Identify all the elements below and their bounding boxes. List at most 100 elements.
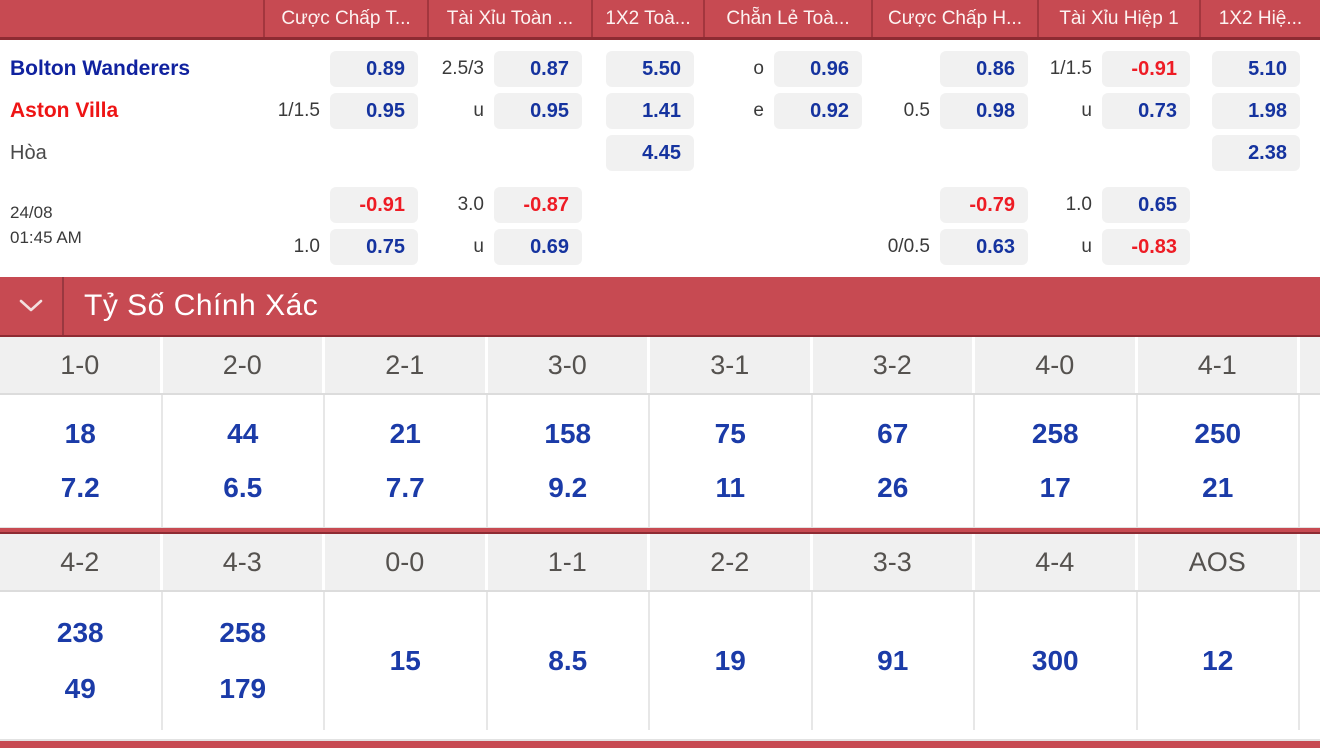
- score-odds-value[interactable]: 44: [227, 417, 259, 449]
- odds-cell: 2.5/3 0.87: [427, 50, 591, 88]
- odds-value-button[interactable]: 4.45: [606, 135, 694, 171]
- handicap-line: 1.0: [1065, 194, 1092, 215]
- score-odds-sliver: [1300, 395, 1320, 527]
- score-odds-cell[interactable]: 258 179: [163, 592, 325, 730]
- score-odds-cell[interactable]: 19: [650, 592, 813, 730]
- score-odds-cell[interactable]: 21 7.7: [325, 395, 488, 527]
- score-odds-cell[interactable]: 91: [813, 592, 975, 730]
- score-odds-cell[interactable]: 12: [1138, 592, 1300, 730]
- score-odds-value[interactable]: 15: [389, 645, 421, 676]
- handicap-line: 3.0: [457, 194, 484, 215]
- score-odds-value[interactable]: 67: [877, 417, 909, 449]
- odds-row: Hòa 4.45 2.38: [0, 134, 1320, 172]
- handicap-line: 0.5: [903, 100, 930, 121]
- odds-value-button[interactable]: 0.87: [494, 51, 582, 87]
- score-label-sliver: [1300, 534, 1320, 590]
- odds-cell: u 0.69: [427, 228, 591, 266]
- odds-value-button[interactable]: 0.92: [774, 93, 862, 129]
- odds-value-button[interactable]: 0.95: [330, 93, 418, 129]
- odds-cell: 0/0.5 0.63: [871, 228, 1037, 266]
- score-odds-value[interactable]: 258: [1031, 417, 1079, 449]
- section-title: Tỷ Số Chính Xác: [84, 289, 319, 322]
- odds-cell: 1.0 0.75: [263, 228, 427, 266]
- bottom-red-bar: [0, 739, 1320, 748]
- odds-cell: 1.0 0.65: [1037, 186, 1199, 224]
- odds-value-button[interactable]: -0.79: [940, 187, 1028, 223]
- odds-value-button[interactable]: -0.87: [494, 187, 582, 223]
- odds-value-button[interactable]: 0.63: [940, 229, 1028, 265]
- odds-value-button[interactable]: 0.75: [330, 229, 418, 265]
- odds-value-button[interactable]: 0.95: [494, 93, 582, 129]
- odds-cell: u 0.95: [427, 92, 591, 130]
- score-odds-value[interactable]: 258: [219, 616, 267, 648]
- score-odds-value[interactable]: 9.2: [548, 472, 588, 504]
- odds-cell: [591, 186, 703, 224]
- score-odds-value[interactable]: 158: [544, 417, 592, 449]
- score-odds-cell[interactable]: 18 7.2: [0, 395, 163, 527]
- odds-value-button[interactable]: 5.10: [1212, 51, 1300, 87]
- score-odds-cell[interactable]: 158 9.2: [488, 395, 650, 527]
- odds-value-button[interactable]: 0.65: [1102, 187, 1190, 223]
- score-odds-cell[interactable]: 300: [975, 592, 1138, 730]
- collapse-section-button[interactable]: [0, 277, 64, 335]
- score-values-row: 238 49 258 179 15 8.5 19 91 300 12: [0, 592, 1320, 730]
- score-odds-value[interactable]: 179: [219, 673, 267, 705]
- score-odds-value[interactable]: 49: [64, 673, 96, 705]
- score-odds-value[interactable]: 11: [715, 472, 746, 504]
- score-odds-value[interactable]: 75: [714, 417, 746, 449]
- score-odds-cell[interactable]: 258 17: [975, 395, 1138, 527]
- odds-value-button[interactable]: -0.91: [330, 187, 418, 223]
- odds-value-button[interactable]: 0.69: [494, 229, 582, 265]
- score-odds-cell[interactable]: 8.5: [488, 592, 650, 730]
- correct-score-banner: Tỷ Số Chính Xác: [0, 277, 1320, 337]
- odds-value-button[interactable]: 0.73: [1102, 93, 1190, 129]
- score-odds-cell[interactable]: 75 11: [650, 395, 813, 527]
- handicap-line: 1.0: [293, 236, 320, 257]
- odds-value-button[interactable]: -0.91: [1102, 51, 1190, 87]
- odds-row: Aston Villa 1/1.5 0.95 u 0.95 1.41 e 0.92 0.5 0.9…: [0, 92, 1320, 130]
- score-odds-value[interactable]: 7.2: [60, 472, 100, 504]
- score-labels-row: 4-2 4-3 0-0 1-1 2-2 3-3 4-4 AOS: [0, 534, 1320, 592]
- handicap-line: 1/1.5: [1049, 58, 1092, 79]
- odds-value-button[interactable]: 2.38: [1212, 135, 1300, 171]
- score-odds-value[interactable]: 17: [1039, 472, 1071, 504]
- score-odds-value[interactable]: 6.5: [223, 472, 263, 504]
- odds-cell: 5.50: [591, 50, 703, 88]
- odds-cell: u 0.73: [1037, 92, 1199, 130]
- score-odds-value[interactable]: 250: [1194, 417, 1242, 449]
- score-odds-value[interactable]: 21: [1202, 472, 1234, 504]
- score-odds-value[interactable]: 8.5: [548, 645, 588, 676]
- score-odds-cell[interactable]: 15: [325, 592, 488, 730]
- handicap-line: u: [1081, 100, 1092, 121]
- odds-value-button[interactable]: 5.50: [606, 51, 694, 87]
- score-label: 2-0: [162, 337, 325, 393]
- score-label: 4-0: [975, 337, 1138, 393]
- score-odds-value[interactable]: 26: [877, 472, 909, 504]
- odds-value-button[interactable]: 0.89: [330, 51, 418, 87]
- odds-value-button[interactable]: 0.98: [940, 93, 1028, 129]
- score-odds-value[interactable]: 21: [389, 417, 421, 449]
- score-odds-cell[interactable]: 67 26: [813, 395, 975, 527]
- odds-value-button[interactable]: 0.96: [774, 51, 862, 87]
- score-odds-cell[interactable]: 250 21: [1138, 395, 1300, 527]
- odds-cell: 4.45: [591, 134, 703, 172]
- score-odds-value[interactable]: 18: [64, 417, 96, 449]
- odds-value-button[interactable]: 1.98: [1212, 93, 1300, 129]
- score-odds-value[interactable]: 19: [714, 645, 746, 676]
- score-odds-value[interactable]: 238: [56, 616, 104, 648]
- match-date: 24/08: [10, 203, 53, 222]
- odds-value-button[interactable]: -0.83: [1102, 229, 1190, 265]
- score-odds-value[interactable]: 12: [1202, 645, 1234, 676]
- score-odds-value[interactable]: 7.7: [385, 472, 425, 504]
- score-odds-cell[interactable]: 44 6.5: [163, 395, 325, 527]
- score-odds-value[interactable]: 91: [877, 645, 909, 676]
- score-odds-value[interactable]: 300: [1031, 645, 1079, 676]
- odds-cell: 5.10: [1199, 50, 1320, 88]
- odds-cell: [427, 134, 591, 172]
- odds-value-button[interactable]: 1.41: [606, 93, 694, 129]
- odds-value-button[interactable]: 0.86: [940, 51, 1028, 87]
- handicap-line: u: [473, 236, 484, 257]
- team-name: Bolton Wanderers: [10, 57, 191, 80]
- score-odds-cell[interactable]: 238 49: [0, 592, 163, 730]
- handicap-line: u: [1081, 236, 1092, 257]
